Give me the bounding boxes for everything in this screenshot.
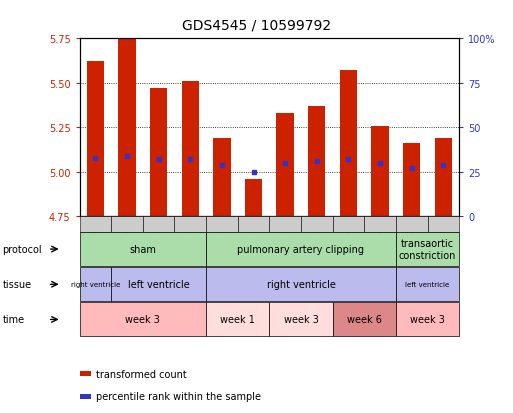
Text: tissue: tissue [3, 280, 32, 290]
Text: time: time [3, 315, 25, 325]
Text: week 3: week 3 [284, 315, 319, 325]
Text: right ventricle: right ventricle [71, 282, 120, 287]
Text: percentile rank within the sample: percentile rank within the sample [96, 392, 261, 401]
Text: right ventricle: right ventricle [267, 280, 336, 290]
Bar [245, 180, 262, 217]
Bar [403, 144, 420, 217]
Text: sham: sham [129, 244, 156, 254]
Bar [119, 39, 135, 217]
Text: transaortic
constriction: transaortic constriction [399, 239, 456, 260]
Text: week 6: week 6 [347, 315, 382, 325]
Text: week 3: week 3 [410, 315, 445, 325]
Text: GDS4545 / 10599792: GDS4545 / 10599792 [182, 19, 331, 33]
Bar [277, 114, 294, 217]
Bar [182, 82, 199, 217]
Text: left ventricle: left ventricle [128, 280, 189, 290]
Bar [340, 71, 357, 217]
Bar [371, 126, 389, 217]
Text: left ventricle: left ventricle [405, 282, 449, 287]
Text: week 1: week 1 [220, 315, 255, 325]
Text: pulmonary artery clipping: pulmonary artery clipping [238, 244, 364, 254]
Bar [308, 107, 325, 217]
Bar [150, 89, 167, 217]
Text: protocol: protocol [3, 244, 42, 254]
Text: transformed count: transformed count [96, 369, 187, 379]
Bar [213, 139, 230, 217]
Bar [435, 139, 452, 217]
Bar [87, 62, 104, 217]
Text: week 3: week 3 [125, 315, 160, 325]
